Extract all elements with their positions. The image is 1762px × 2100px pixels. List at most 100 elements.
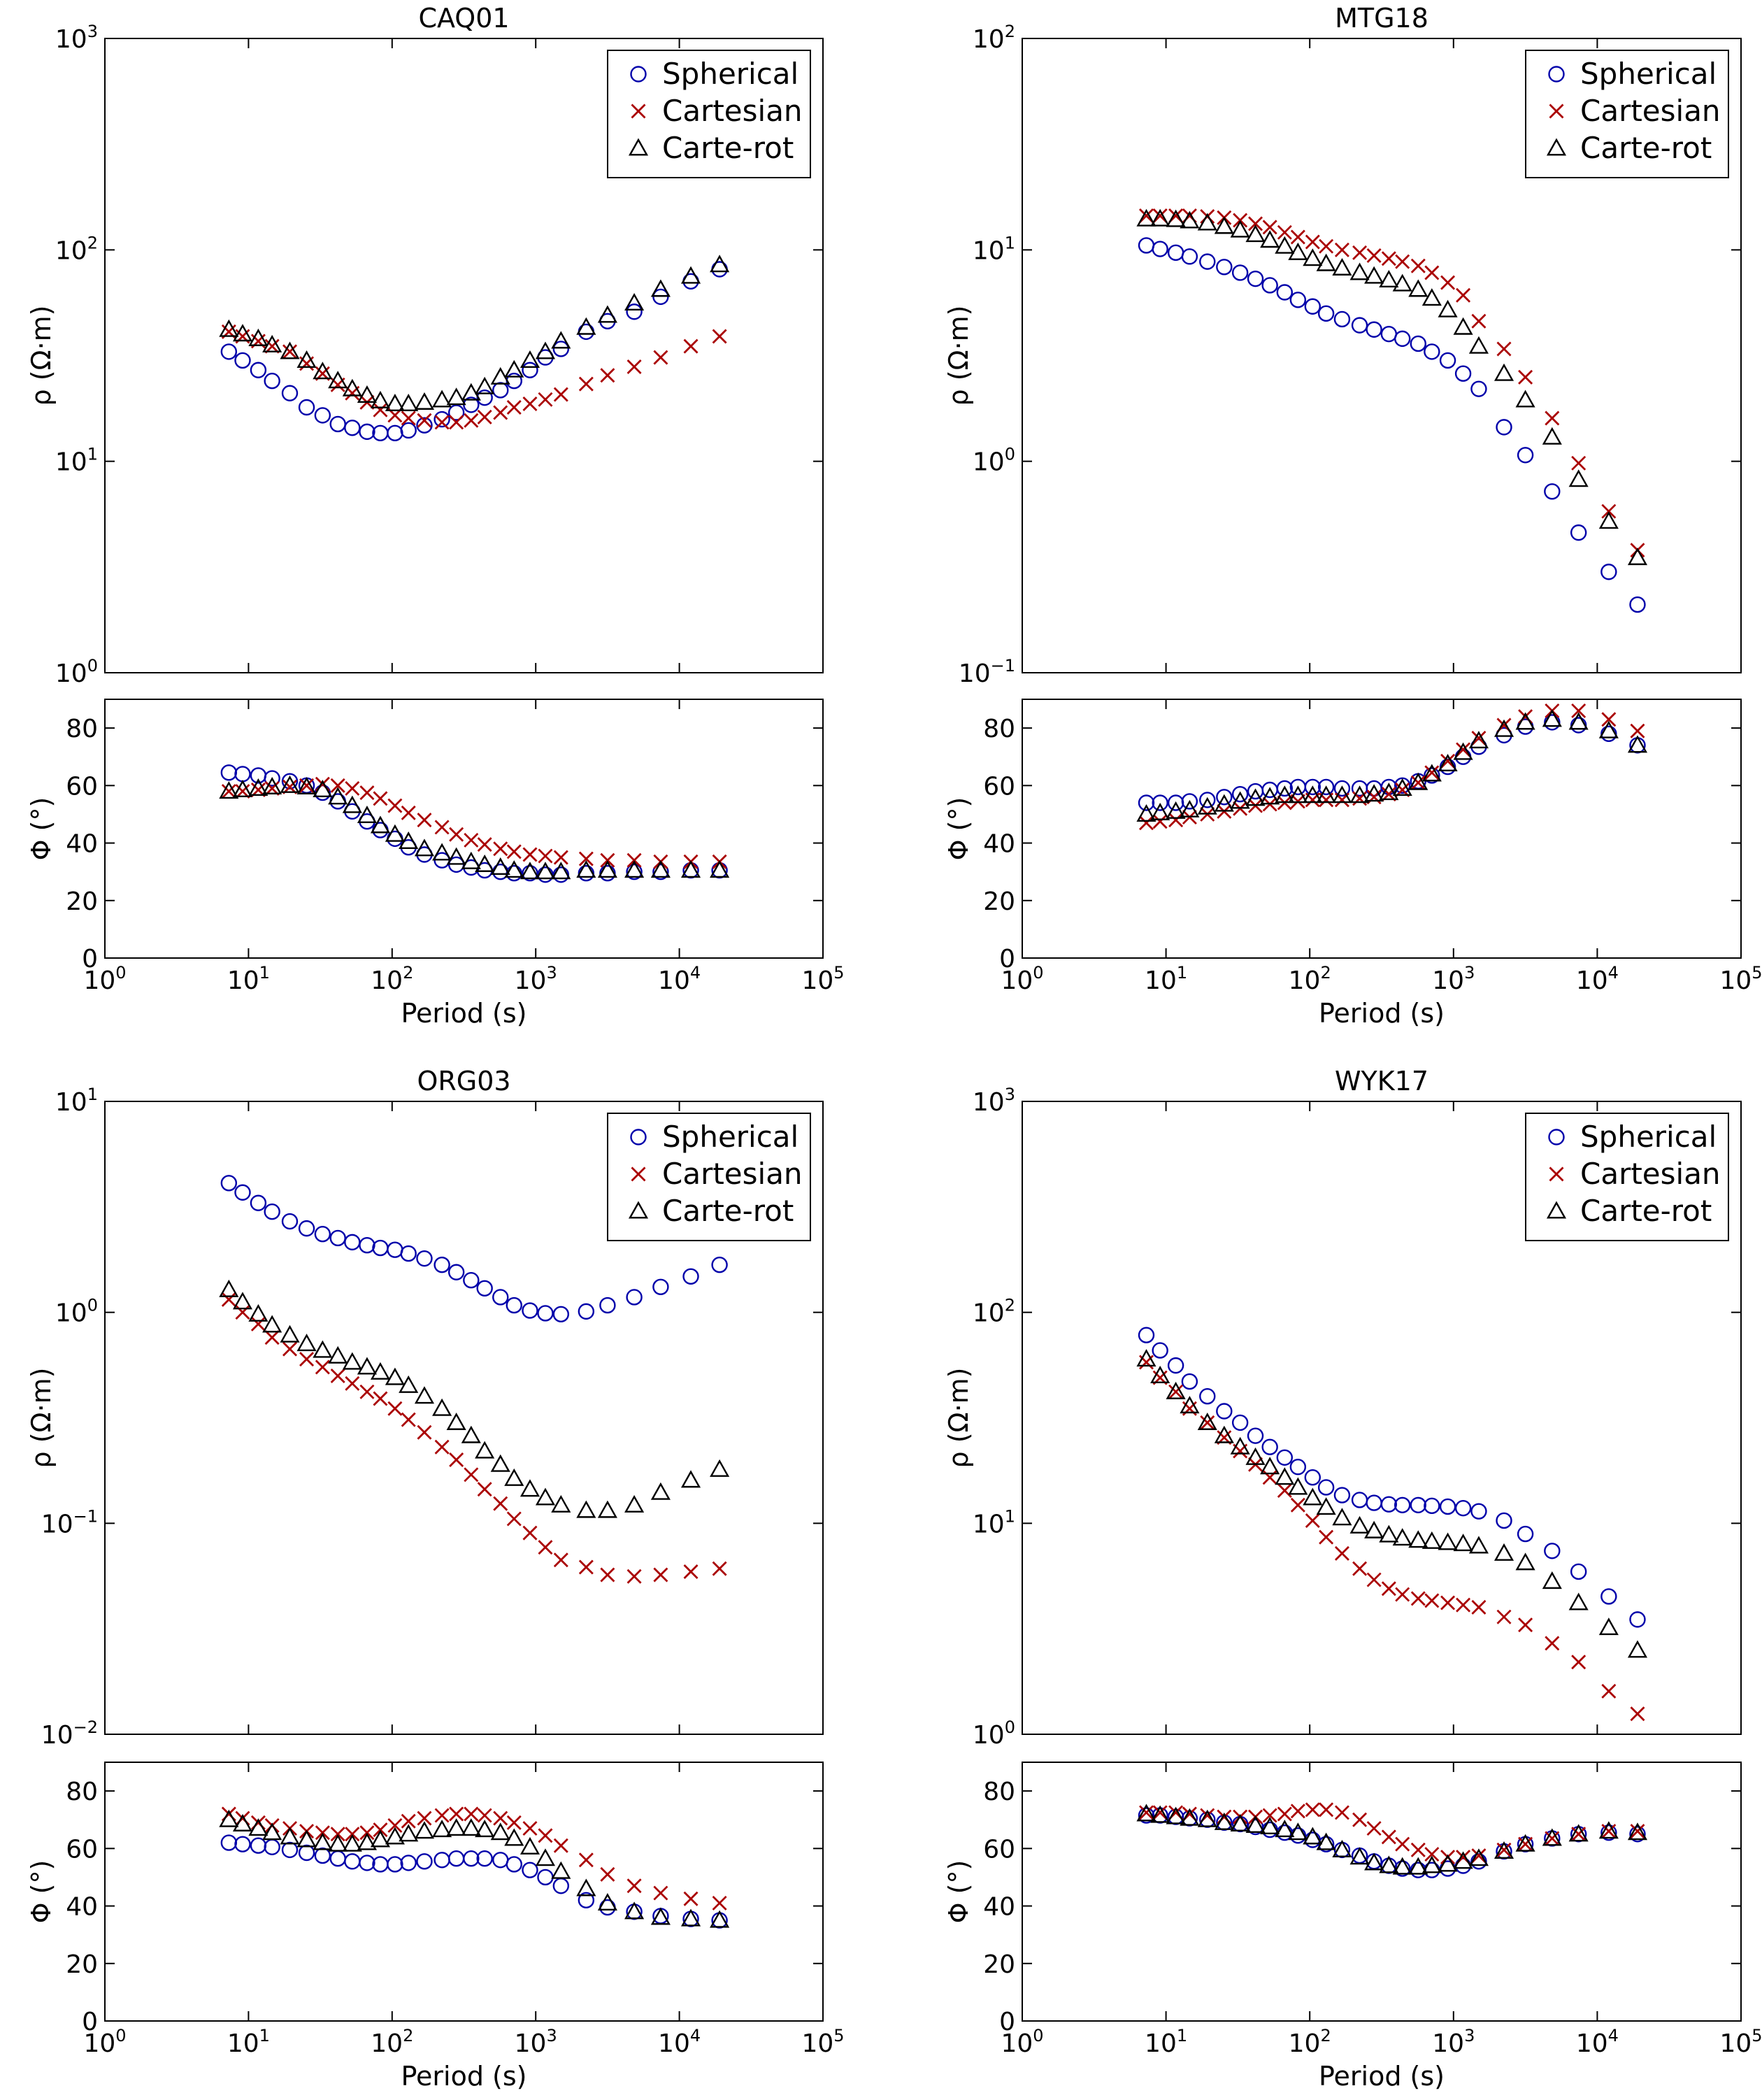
rho-point-carte-rot (475, 1441, 495, 1459)
phase-point-carte-rot (357, 1832, 377, 1850)
phase-point-cartesian (1545, 1831, 1560, 1846)
legend-marker-carte-rot (1546, 138, 1567, 156)
phase-point-cartesian (506, 1815, 522, 1830)
rho-point-cartesian (506, 1511, 522, 1527)
phase-point-carte-rot (490, 857, 510, 876)
legend-marker-spherical (630, 66, 647, 83)
phase-point-carte-rot (328, 1834, 348, 1852)
phase-point-spherical (387, 1856, 403, 1873)
rho-point-cartesian (538, 1540, 553, 1555)
rho-point-carte-rot (535, 1487, 556, 1506)
rho-point-cartesian (1319, 238, 1334, 254)
rho-point-carte-rot (1627, 1640, 1648, 1658)
x-axis-label: Period (s) (401, 2061, 527, 2092)
phase-point-carte-rot (504, 1828, 524, 1846)
x-tick-label: 101 (1145, 2026, 1187, 2058)
phase-point-cartesian (1630, 723, 1645, 738)
rho-point-cartesian (1518, 1617, 1533, 1633)
rho-point-carte-rot (232, 1292, 253, 1310)
rho-point-spherical (416, 1250, 433, 1267)
rho-point-carte-rot (262, 1315, 282, 1333)
rho-point-cartesian (683, 1564, 699, 1579)
legend-label: Cartesian (662, 1157, 803, 1191)
rho-point-spherical (387, 1241, 403, 1258)
x-tick-label: 105 (801, 963, 844, 995)
rho-point-cartesian (282, 1341, 298, 1357)
rho-point-carte-rot (1260, 230, 1280, 248)
phase-point-carte-rot (446, 1818, 466, 1836)
rho-y-tick-label: 102 (55, 233, 98, 265)
rho-point-cartesian (1352, 1561, 1368, 1576)
rho-point-spherical (506, 373, 522, 390)
rho-point-carte-rot (1542, 427, 1562, 445)
phase-axes-frame (104, 1762, 824, 2022)
phase-point-carte-rot (1408, 1857, 1428, 1875)
rho-point-cartesian (1200, 1415, 1215, 1430)
phase-point-carte-rot (1288, 1822, 1308, 1841)
phase-point-spherical (506, 1856, 522, 1873)
station-panel-0: CAQ01 100 101 102 103 ρ (Ω·m) SphericalCartesi… (26, 3, 845, 1029)
rho-point-carte-rot (399, 394, 419, 412)
phase-point-carte-rot (232, 1813, 253, 1831)
phase-y-axis-label: Φ (°) (943, 1860, 974, 1924)
rho-point-spherical (1410, 335, 1426, 352)
phase-point-carte-rot (1166, 1806, 1186, 1824)
rho-point-cartesian (1456, 287, 1471, 303)
x-tick-label: 104 (658, 2026, 701, 2058)
phase-point-carte-rot (551, 862, 571, 880)
phase-point-spherical (578, 1892, 595, 1909)
x-tick-label: 104 (1576, 963, 1619, 995)
phase-point-carte-rot (399, 831, 419, 850)
rho-point-spherical (298, 1220, 315, 1237)
phase-point-carte-rot (597, 860, 617, 878)
rho-point-cartesian (1168, 1384, 1184, 1399)
rho-point-cartesian (1410, 1591, 1426, 1606)
phase-point-carte-rot (342, 1834, 362, 1852)
rho-point-cartesian (1424, 265, 1440, 280)
phase-point-carte-rot (551, 1861, 571, 1879)
rho-point-cartesian (1352, 245, 1368, 260)
x-tick-label: 103 (1432, 963, 1475, 995)
rho-point-carte-rot (432, 390, 452, 408)
phase-point-carte-rot (1245, 788, 1266, 806)
phase-point-carte-rot (1598, 720, 1619, 738)
phase-point-carte-rot (1303, 1827, 1323, 1845)
phase-point-carte-rot (1245, 1815, 1266, 1833)
phase-y-tick-label: 0 (999, 945, 1015, 973)
rho-point-cartesian (1571, 1655, 1586, 1670)
rho-point-cartesian (1262, 220, 1277, 235)
phase-point-spherical (359, 1855, 375, 1871)
rho-point-spherical (476, 389, 493, 406)
rho-point-carte-rot (1494, 363, 1514, 381)
rho-point-spherical (1231, 264, 1249, 281)
rho-point-cartesian (1334, 1545, 1349, 1561)
rho-point-carte-rot (1542, 1571, 1562, 1590)
phase-point-carte-rot (1150, 802, 1170, 820)
rho-point-spherical (1470, 1503, 1487, 1520)
phase-point-spherical (234, 766, 251, 783)
rho-point-cartesian (1496, 341, 1512, 357)
rho-point-spherical (1333, 310, 1351, 328)
rho-point-spherical (1439, 1498, 1456, 1515)
rho-point-carte-rot (1136, 1349, 1156, 1367)
x-tick-label: 105 (801, 2026, 844, 2058)
rho-point-carte-rot (1421, 1531, 1442, 1549)
legend-marker-carte-rot (628, 1201, 649, 1219)
rho-point-cartesian (417, 413, 432, 428)
rho-point-spherical (1289, 1459, 1307, 1476)
rho-point-carte-rot (1408, 279, 1428, 297)
rho-point-spherical (1600, 1588, 1617, 1605)
phase-point-cartesian (1139, 815, 1154, 831)
rho-point-carte-rot (296, 350, 317, 368)
rho-y-tick-label: 103 (55, 22, 98, 54)
rho-point-cartesian (1545, 410, 1560, 426)
phase-point-spherical (281, 1841, 299, 1859)
phase-point-spherical (1394, 777, 1411, 794)
rho-point-cartesian (373, 1391, 388, 1406)
rho-point-spherical (1138, 1327, 1155, 1343)
phase-point-cartesian (1424, 1847, 1440, 1862)
phase-point-spherical (599, 865, 616, 882)
phase-point-carte-rot (490, 1822, 510, 1841)
rho-point-cartesian (1334, 242, 1349, 257)
rho-point-spherical (416, 417, 433, 434)
